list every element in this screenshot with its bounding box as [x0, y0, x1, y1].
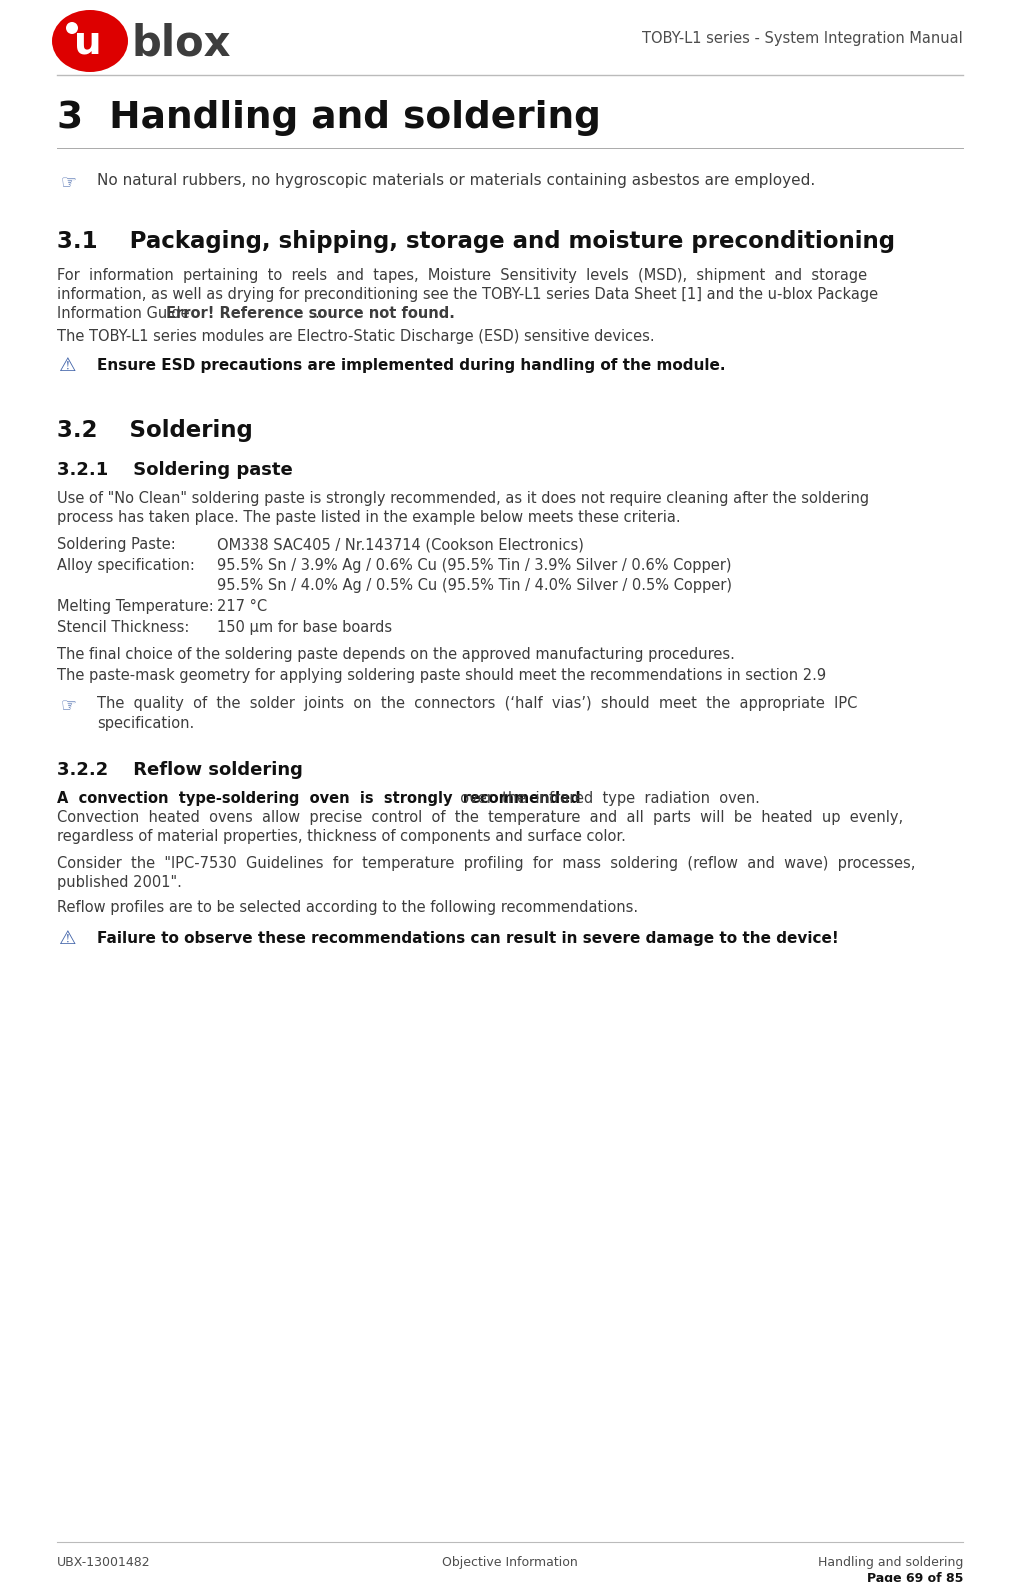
Text: over  the  infrared  type  radiation  oven.: over the infrared type radiation oven. [451, 791, 759, 805]
Text: regardless of material properties, thickness of components and surface color.: regardless of material properties, thick… [57, 829, 626, 845]
Text: published 2001".: published 2001". [57, 875, 182, 891]
Text: The paste-mask geometry for applying soldering paste should meet the recommendat: The paste-mask geometry for applying sol… [57, 668, 827, 683]
Text: ⚠: ⚠ [59, 929, 76, 948]
Text: 3.2.1    Soldering paste: 3.2.1 Soldering paste [57, 460, 293, 479]
Text: OM338 SAC405 / Nr.143714 (Cookson Electronics): OM338 SAC405 / Nr.143714 (Cookson Electr… [217, 536, 584, 552]
Text: Page 69 of 85: Page 69 of 85 [866, 1573, 963, 1582]
Text: .: . [314, 305, 319, 321]
Text: ☞: ☞ [60, 172, 76, 191]
Text: No natural rubbers, no hygroscopic materials or materials containing asbestos ar: No natural rubbers, no hygroscopic mater… [97, 172, 815, 188]
Text: 3.1    Packaging, shipping, storage and moisture preconditioning: 3.1 Packaging, shipping, storage and moi… [57, 229, 895, 253]
Text: Error! Reference source not found.: Error! Reference source not found. [166, 305, 455, 321]
Text: Reflow profiles are to be selected according to the following recommendations.: Reflow profiles are to be selected accor… [57, 900, 638, 914]
Text: A  convection  type-soldering  oven  is  strongly  recommended: A convection type-soldering oven is stro… [57, 791, 580, 805]
Text: The TOBY-L1 series modules are Electro-Static Discharge (ESD) sensitive devices.: The TOBY-L1 series modules are Electro-S… [57, 329, 655, 343]
Text: Soldering Paste:: Soldering Paste: [57, 536, 176, 552]
Text: 95.5% Sn / 3.9% Ag / 0.6% Cu (95.5% Tin / 3.9% Silver / 0.6% Copper): 95.5% Sn / 3.9% Ag / 0.6% Cu (95.5% Tin … [217, 558, 732, 573]
Text: Stencil Thickness:: Stencil Thickness: [57, 620, 189, 634]
Text: Handling and soldering: Handling and soldering [817, 1557, 963, 1569]
Text: ⚠: ⚠ [59, 356, 76, 375]
Text: Melting Temperature:: Melting Temperature: [57, 600, 214, 614]
Text: For  information  pertaining  to  reels  and  tapes,  Moisture  Sensitivity  lev: For information pertaining to reels and … [57, 267, 867, 283]
Text: UBX-13001482: UBX-13001482 [57, 1557, 151, 1569]
Text: 3.2    Soldering: 3.2 Soldering [57, 419, 252, 441]
Text: Failure to observe these recommendations can result in severe damage to the devi: Failure to observe these recommendations… [97, 930, 839, 946]
Text: ☞: ☞ [60, 696, 76, 713]
Text: Information Guide: Information Guide [57, 305, 194, 321]
Text: process has taken place. The paste listed in the example below meets these crite: process has taken place. The paste liste… [57, 509, 681, 525]
Text: Consider  the  "IPC-7530  Guidelines  for  temperature  profiling  for  mass  so: Consider the "IPC-7530 Guidelines for te… [57, 856, 915, 872]
Text: Ensure ESD precautions are implemented during handling of the module.: Ensure ESD precautions are implemented d… [97, 358, 726, 373]
Text: u: u [74, 24, 102, 62]
Ellipse shape [52, 9, 128, 73]
Text: 95.5% Sn / 4.0% Ag / 0.5% Cu (95.5% Tin / 4.0% Silver / 0.5% Copper): 95.5% Sn / 4.0% Ag / 0.5% Cu (95.5% Tin … [217, 577, 732, 593]
Circle shape [66, 22, 78, 33]
Text: Use of "No Clean" soldering paste is strongly recommended, as it does not requir: Use of "No Clean" soldering paste is str… [57, 490, 869, 506]
Text: blox: blox [132, 22, 231, 63]
Text: 217 °C: 217 °C [217, 600, 267, 614]
Text: The final choice of the soldering paste depends on the approved manufacturing pr: The final choice of the soldering paste … [57, 647, 735, 661]
Text: TOBY-L1 series - System Integration Manual: TOBY-L1 series - System Integration Manu… [642, 30, 963, 46]
Text: The  quality  of  the  solder  joints  on  the  connectors  (‘half  vias’)  shou: The quality of the solder joints on the … [97, 696, 857, 710]
Text: 150 µm for base boards: 150 µm for base boards [217, 620, 392, 634]
Text: Alloy specification:: Alloy specification: [57, 558, 194, 573]
Text: information, as well as drying for preconditioning see the TOBY-L1 series Data S: information, as well as drying for preco… [57, 286, 879, 302]
Text: Objective Information: Objective Information [442, 1557, 578, 1569]
Text: 3.2.2    Reflow soldering: 3.2.2 Reflow soldering [57, 761, 303, 778]
Text: 3  Handling and soldering: 3 Handling and soldering [57, 100, 601, 136]
Text: Convection  heated  ovens  allow  precise  control  of  the  temperature  and  a: Convection heated ovens allow precise co… [57, 810, 903, 824]
Text: specification.: specification. [97, 717, 194, 731]
